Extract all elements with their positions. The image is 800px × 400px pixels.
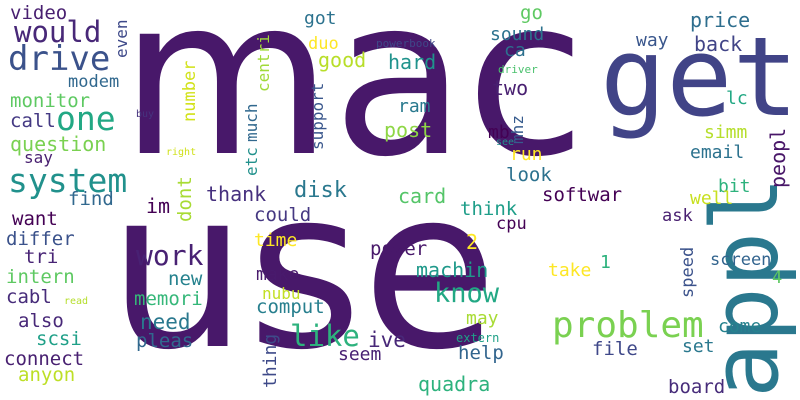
word-screen: screen	[710, 250, 772, 270]
word-sound: sound	[490, 24, 545, 45]
word-video: video	[10, 2, 68, 24]
word-one: one	[56, 99, 116, 138]
word-tri: tri	[24, 246, 59, 268]
word-email: email	[690, 142, 745, 163]
word-good: good	[318, 48, 367, 72]
word-get: get	[600, 13, 799, 141]
word-system: system	[8, 161, 128, 200]
word-speed: speed	[678, 246, 698, 298]
word-problem: problem	[552, 305, 704, 346]
word-modem: modem	[68, 72, 120, 92]
word-even: even	[112, 19, 131, 58]
word-mb: mb	[488, 122, 510, 143]
word-thank: thank	[206, 182, 267, 206]
word-ca: ca	[504, 40, 526, 61]
word-help: help	[458, 342, 504, 364]
word-pleas: pleas	[136, 330, 194, 352]
word-powerbook: powerbook	[376, 37, 436, 50]
word-duo: duo	[308, 34, 339, 54]
word-work: work	[136, 239, 204, 272]
word-would: would	[14, 15, 102, 49]
word-price: price	[690, 8, 751, 32]
word-need: need	[140, 310, 191, 334]
word-could: could	[254, 204, 312, 226]
word-etc: etc	[242, 147, 261, 176]
word-ram: ram	[398, 96, 431, 117]
word-disk: disk	[294, 178, 347, 203]
word-simm: simm	[704, 122, 748, 143]
word-bit: bit	[718, 176, 751, 197]
word-cabl: cabl	[6, 286, 52, 308]
word-question: question	[10, 132, 107, 156]
word-look: look	[506, 164, 552, 186]
word-thing: thing	[260, 333, 281, 388]
word-read: read	[64, 296, 89, 307]
word-drive: drive	[8, 39, 111, 79]
word-dont: dont	[174, 176, 196, 222]
word-nubu: nubu	[262, 284, 301, 303]
word-peopl: peopl	[766, 127, 790, 188]
word-back: back	[694, 32, 743, 56]
word-4: 4	[772, 268, 783, 288]
word-1: 1	[600, 252, 611, 273]
word-see: see	[496, 137, 515, 148]
word-new: new	[168, 268, 203, 290]
word-post: post	[384, 118, 433, 142]
word-file: file	[592, 338, 638, 360]
word-know: know	[434, 278, 500, 309]
word-centri: centri	[254, 34, 273, 92]
word-time: time	[254, 230, 298, 251]
word-well: well	[690, 188, 734, 209]
word-support: support	[308, 82, 327, 150]
word-run: run	[510, 144, 543, 165]
word-2: 2	[466, 230, 479, 254]
word-two: two	[492, 76, 529, 100]
word-intern: intern	[6, 266, 75, 288]
word-mac: mac	[120, 0, 586, 205]
word-board: board	[668, 376, 726, 398]
word-quadra: quadra	[418, 372, 491, 396]
word-much: much	[242, 103, 261, 142]
word-im: im	[146, 194, 171, 218]
word-got: got	[304, 8, 337, 29]
word-way: way	[636, 30, 669, 51]
word-connect: connect	[4, 348, 85, 370]
word-want: want	[12, 208, 58, 230]
word-say: say	[24, 148, 53, 167]
word-go: go	[520, 2, 543, 24]
word-set: set	[682, 336, 715, 357]
word-ask: ask	[662, 206, 693, 226]
word-lc: lc	[726, 88, 748, 109]
word-comput: comput	[256, 296, 325, 318]
word-come: come	[718, 316, 762, 337]
word-memori: memori	[134, 288, 203, 310]
word-take: take	[548, 260, 592, 281]
word-card: card	[398, 184, 447, 208]
word-softwar: softwar	[542, 184, 623, 206]
word-machin: machin	[416, 258, 489, 282]
word-extern: extern	[456, 331, 500, 345]
word-monitor: monitor	[10, 90, 91, 112]
word-buy: buy	[136, 109, 155, 120]
word-may: may	[466, 308, 499, 329]
word-make: make	[256, 264, 300, 285]
word-hard: hard	[388, 50, 437, 74]
word-like: like	[290, 319, 360, 353]
word-differ: differ	[6, 228, 75, 250]
word-call: call	[10, 110, 56, 132]
word-anyon: anyon	[18, 364, 76, 386]
word-scsi: scsi	[36, 328, 82, 350]
word-use: use	[108, 142, 498, 398]
word-ive: ive	[368, 328, 406, 352]
word-find: find	[68, 188, 114, 210]
word-right: right	[166, 147, 197, 158]
word-power: power	[370, 238, 428, 260]
word-cpu: cpu	[496, 214, 527, 234]
word-number: number	[180, 60, 200, 122]
word-driver: driver	[498, 63, 538, 76]
word-also: also	[18, 310, 64, 332]
word-seem: seem	[338, 344, 382, 365]
word-think: think	[460, 198, 518, 220]
